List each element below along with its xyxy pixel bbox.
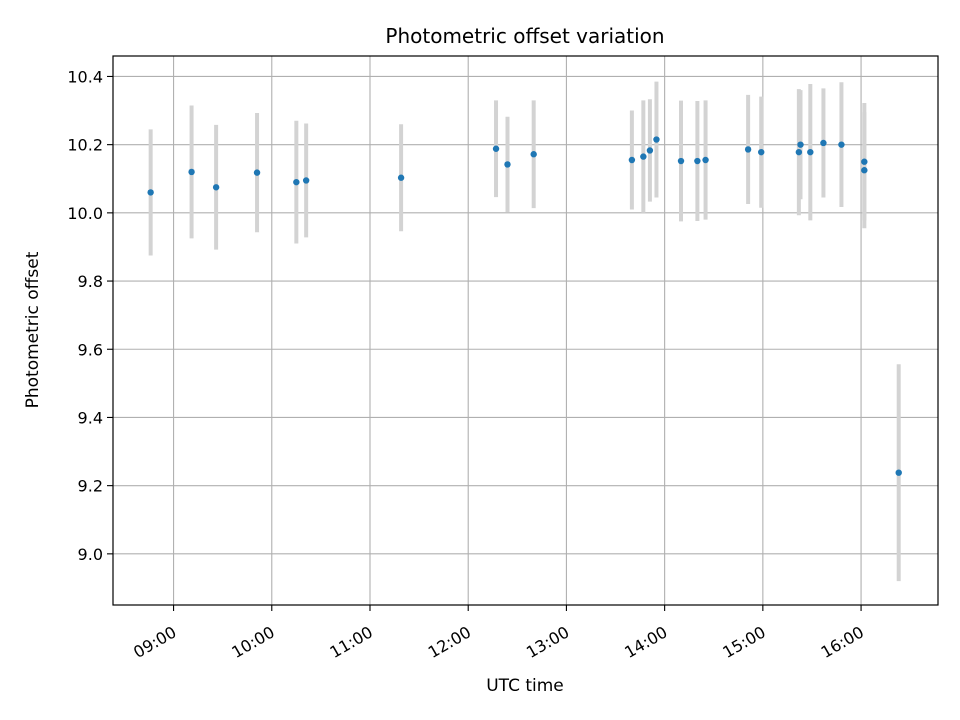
x-tick-label: 10:00: [228, 622, 277, 662]
data-point: [653, 136, 660, 143]
x-gridlines: [173, 56, 862, 605]
data-point: [807, 148, 814, 156]
chart-title: Photometric offset variation: [385, 24, 664, 48]
data-point: [492, 145, 500, 152]
x-tick-label: 09:00: [130, 622, 179, 662]
x-axis-ticks: 09:00 10:00 11:00 12:00 13:00 14:00 15:00 16:00: [130, 605, 867, 662]
data-point: [861, 167, 868, 174]
data-point: [302, 177, 310, 184]
data-point: [744, 146, 752, 153]
data-point: [530, 151, 537, 158]
data-point: [758, 148, 765, 156]
y-axis-label: Photometric offset: [23, 251, 43, 408]
data-point: [253, 169, 261, 176]
plot-frame: [112, 55, 939, 606]
data-point: [212, 184, 220, 191]
y-axis-ticks: 9.0 9.2 9.4 9.6 9.8 10.0 10.2 10.4: [67, 67, 113, 564]
y-tick-label: 9.0: [78, 545, 103, 564]
data-point: [640, 153, 647, 160]
data-point: [504, 161, 511, 168]
x-tick-label: 15:00: [719, 622, 768, 662]
y-tick-label: 10.4: [67, 67, 103, 86]
data-point: [646, 147, 654, 154]
data-point: [694, 157, 701, 165]
x-tick-label: 12:00: [425, 622, 474, 662]
data-points: [147, 136, 902, 476]
data-point: [293, 178, 300, 186]
y-tick-label: 9.2: [78, 477, 103, 496]
x-tick-label: 11:00: [327, 622, 376, 662]
data-point: [677, 157, 685, 165]
x-tick-label: 13:00: [523, 622, 572, 662]
data-point: [147, 189, 154, 196]
data-point: [397, 174, 405, 181]
data-point: [795, 148, 803, 156]
data-point: [188, 168, 195, 176]
data-point: [895, 469, 902, 476]
data-point: [702, 156, 709, 164]
y-gridlines: [113, 75, 938, 555]
x-axis-label: UTC time: [486, 676, 564, 696]
data-point: [838, 141, 845, 148]
data-point: [797, 141, 804, 148]
y-tick-label: 9.8: [78, 272, 103, 291]
y-tick-label: 9.4: [78, 408, 103, 427]
y-tick-label: 10.0: [67, 204, 103, 223]
error-bars: [148, 81, 901, 582]
data-point: [628, 156, 636, 164]
data-point: [820, 139, 827, 147]
y-tick-label: 9.6: [78, 340, 103, 359]
x-tick-label: 14:00: [621, 622, 670, 662]
x-tick-label: 16:00: [818, 622, 867, 662]
y-tick-label: 10.2: [67, 136, 103, 155]
data-point: [861, 158, 868, 165]
